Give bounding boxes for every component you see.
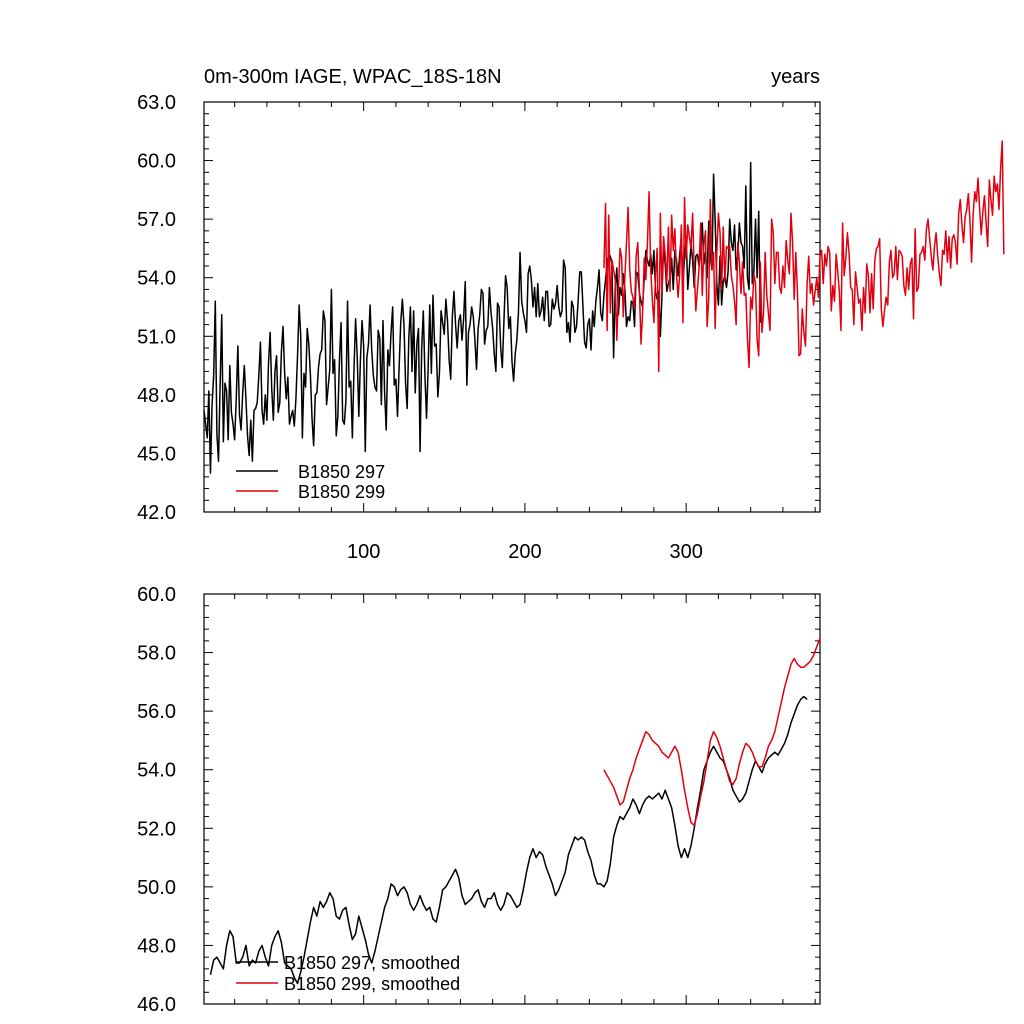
bottom-y-tick-label: 52.0: [137, 818, 176, 840]
top-y-tick-label: 51.0: [137, 326, 176, 348]
top-legend-label-299: B1850 299: [298, 482, 385, 502]
bottom-y-tick-label: 54.0: [137, 760, 176, 782]
top-legend-label-297: B1850 297: [298, 462, 385, 482]
top-series: [203, 140, 1005, 474]
top-series-b1850-299: [603, 140, 1005, 373]
top-x-tick-label: 200: [508, 541, 541, 563]
top-y-tick-label: 45.0: [137, 443, 176, 465]
bottom-y-tick-label: 60.0: [137, 584, 176, 606]
top-x-tick-label: 100: [347, 541, 380, 563]
top-chart-title: 0m-300m IAGE, WPAC_18S-18N: [204, 66, 502, 88]
top-axes: 42.0 45.0 48.0 51.0 54.0 57.0 60.0 63.0 100 200 30…: [137, 92, 820, 563]
bottom-legend: B1850 297, smoothed B1850 299, smoothed: [236, 953, 460, 994]
bottom-series-b1850-299-smoothed: [603, 637, 821, 827]
top-y-tick-label: 63.0: [137, 92, 176, 114]
bottom-y-tick-label: 46.0: [137, 994, 176, 1016]
top-y-tick-label: 57.0: [137, 209, 176, 231]
bottom-y-tick-label: 58.0: [137, 643, 176, 665]
bottom-y-tick-label: 50.0: [137, 877, 176, 899]
bottom-legend-label-299: B1850 299, smoothed: [284, 974, 460, 994]
top-y-tick-label: 42.0: [137, 502, 176, 524]
top-panel: 0m-300m IAGE, WPAC_18S-18N years 42.0 45.…: [137, 66, 1005, 563]
bottom-series: [209, 637, 821, 985]
top-legend: B1850 297 B1850 299: [236, 462, 385, 502]
top-plot-frame: [203, 101, 821, 513]
bottom-y-tick-label: 56.0: [137, 701, 176, 723]
top-chart-units: years: [771, 66, 820, 88]
top-y-tick-label: 60.0: [137, 151, 176, 173]
bottom-legend-label-297: B1850 297, smoothed: [284, 953, 460, 973]
top-x-tick-label: 300: [669, 541, 702, 563]
bottom-y-tick-label: 48.0: [137, 935, 176, 957]
bottom-panel: 46.0 48.0 50.0 52.0 54.0 56.0 58.0 60.0 B1850 2…: [137, 584, 821, 1016]
top-y-tick-label: 54.0: [137, 268, 176, 290]
top-series-b1850-297: [203, 161, 762, 474]
bottom-plot-frame: [203, 593, 821, 1005]
bottom-axes: 46.0 48.0 50.0 52.0 54.0 56.0 58.0 60.0: [137, 584, 820, 1016]
top-y-tick-label: 48.0: [137, 385, 176, 407]
